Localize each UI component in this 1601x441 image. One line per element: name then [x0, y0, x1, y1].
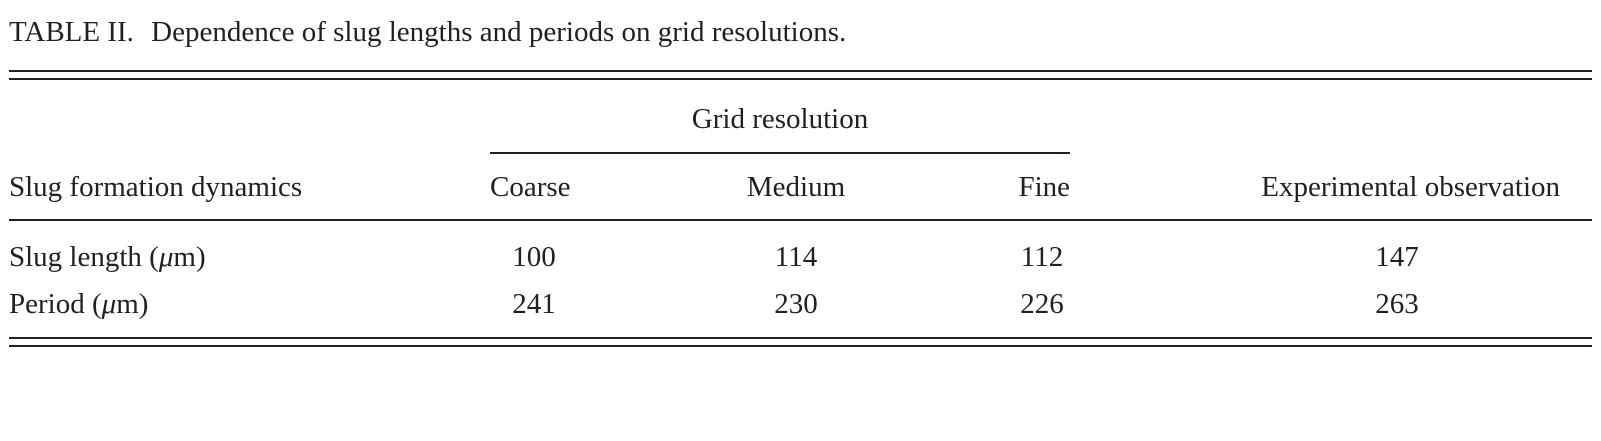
bottom-rule-2: [9, 345, 1592, 347]
cell-medium: 114: [774, 241, 818, 273]
header-row-label: Slug formation dynamics: [9, 171, 303, 203]
row-label: Slug length (μm): [9, 239, 206, 275]
row-label-prefix: Slug length (: [9, 241, 159, 273]
bottom-rule-1: [9, 337, 1592, 339]
row-label-suffix: m): [173, 241, 206, 273]
row-label-mu: μ: [101, 288, 117, 320]
row-label-prefix: Period (: [9, 288, 102, 320]
header-rule: [9, 219, 1592, 221]
header-medium: Medium: [746, 171, 846, 203]
cell-medium: 230: [774, 288, 818, 320]
cell-fine: 226: [1020, 288, 1064, 320]
caption-label: TABLE II.: [9, 16, 134, 48]
row-label-mu: μ: [158, 241, 174, 273]
top-rule-1: [9, 70, 1592, 72]
cell-coarse: 241: [512, 288, 556, 320]
cell-experimental: 147: [1375, 241, 1419, 273]
row-label-suffix: m): [116, 288, 149, 320]
group-header-grid-resolution: Grid resolution: [691, 103, 869, 135]
cell-experimental: 263: [1375, 288, 1419, 320]
header-coarse: Coarse: [490, 171, 571, 203]
table-caption: TABLE II. Dependence of slug lengths and…: [9, 14, 846, 50]
group-header-rule: [490, 152, 1070, 154]
cell-coarse: 100: [512, 241, 556, 273]
header-experimental: Experimental observation: [1261, 171, 1560, 203]
cell-fine: 112: [1020, 241, 1064, 273]
header-fine: Fine: [1018, 171, 1070, 203]
row-label: Period (μm): [9, 286, 148, 322]
caption-text: Dependence of slug lengths and periods o…: [151, 16, 847, 48]
top-rule-2: [9, 78, 1592, 80]
